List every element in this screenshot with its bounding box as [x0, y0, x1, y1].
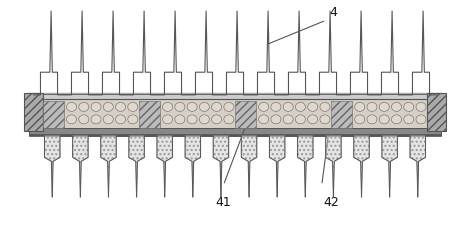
Text: 4: 4 [329, 6, 337, 19]
Ellipse shape [271, 103, 281, 112]
Polygon shape [354, 136, 369, 197]
Ellipse shape [320, 115, 330, 124]
Ellipse shape [79, 103, 89, 112]
Bar [427, 93, 446, 132]
Ellipse shape [224, 103, 234, 112]
Bar [235, 101, 256, 128]
Ellipse shape [320, 103, 330, 112]
Ellipse shape [187, 115, 197, 124]
Ellipse shape [128, 103, 138, 112]
Ellipse shape [163, 115, 172, 124]
Polygon shape [382, 136, 397, 197]
Polygon shape [185, 136, 201, 197]
Ellipse shape [91, 115, 101, 124]
Ellipse shape [296, 103, 306, 112]
Ellipse shape [271, 115, 281, 124]
Bar [29, 100, 441, 129]
Ellipse shape [116, 103, 125, 112]
Ellipse shape [199, 103, 209, 112]
Bar [29, 95, 441, 100]
Ellipse shape [175, 115, 185, 124]
Ellipse shape [367, 103, 377, 112]
Polygon shape [157, 136, 172, 197]
Ellipse shape [163, 103, 172, 112]
Bar [24, 93, 43, 132]
Polygon shape [45, 136, 60, 197]
Ellipse shape [175, 103, 185, 112]
Polygon shape [241, 136, 257, 197]
Ellipse shape [212, 115, 222, 124]
Bar [29, 135, 441, 136]
Ellipse shape [355, 103, 365, 112]
Text: 42: 42 [323, 195, 339, 208]
Ellipse shape [355, 115, 365, 124]
Ellipse shape [392, 115, 401, 124]
Ellipse shape [103, 115, 113, 124]
Ellipse shape [283, 103, 293, 112]
Polygon shape [129, 136, 144, 197]
Ellipse shape [212, 103, 222, 112]
Ellipse shape [258, 103, 269, 112]
Ellipse shape [224, 115, 234, 124]
Bar [29, 129, 441, 135]
Ellipse shape [392, 103, 401, 112]
Polygon shape [298, 136, 313, 197]
Ellipse shape [308, 103, 318, 112]
Text: 41: 41 [215, 195, 231, 208]
Ellipse shape [128, 115, 138, 124]
Ellipse shape [67, 103, 77, 112]
Polygon shape [410, 136, 425, 197]
Ellipse shape [79, 115, 89, 124]
Ellipse shape [91, 103, 101, 112]
Polygon shape [269, 136, 285, 197]
Ellipse shape [379, 115, 389, 124]
Ellipse shape [283, 115, 293, 124]
Bar [139, 101, 160, 128]
Ellipse shape [296, 115, 306, 124]
Ellipse shape [116, 115, 125, 124]
Polygon shape [73, 136, 88, 197]
Bar [43, 101, 64, 128]
Ellipse shape [103, 103, 113, 112]
Bar [29, 94, 441, 96]
Ellipse shape [258, 115, 269, 124]
Ellipse shape [404, 115, 414, 124]
Polygon shape [101, 136, 116, 197]
Ellipse shape [67, 115, 77, 124]
Ellipse shape [308, 115, 318, 124]
Ellipse shape [187, 103, 197, 112]
Ellipse shape [416, 115, 426, 124]
Ellipse shape [367, 115, 377, 124]
Ellipse shape [404, 103, 414, 112]
Polygon shape [326, 136, 341, 197]
Ellipse shape [416, 103, 426, 112]
Ellipse shape [379, 103, 389, 112]
Polygon shape [213, 136, 229, 197]
Bar [331, 101, 352, 128]
Ellipse shape [199, 115, 209, 124]
